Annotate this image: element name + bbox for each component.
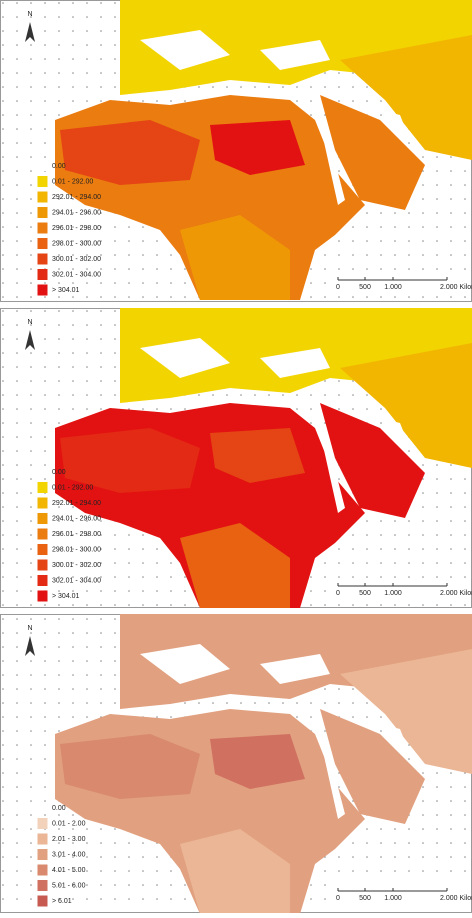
legend-swatch	[38, 819, 47, 829]
north-label: N	[27, 11, 32, 18]
legend-label: 0.01 - 292.00	[52, 178, 93, 185]
legend-label: 0.01 - 292.00	[52, 484, 93, 491]
page: {"panels": [ {"north": "N", "legend": [ …	[0, 0, 472, 913]
legend-swatch	[38, 208, 47, 218]
legend-label: 298.01 - 300.00	[52, 240, 101, 247]
scale-label: 0	[336, 284, 340, 291]
scale-label: 0	[336, 590, 340, 597]
legend-swatch	[38, 850, 47, 860]
scale-label: 1.000	[384, 895, 402, 902]
map-panel: N 0.00 0.01 - 2.00 2.01 - 3.00 3.01 - 4.00 4.…	[1, 614, 472, 913]
legend-label: 294.01 - 296.00	[52, 515, 101, 522]
legend-swatch	[38, 576, 47, 586]
legend-label: 294.01 - 296.00	[52, 209, 101, 216]
legend-label: 292.01 - 294.00	[52, 194, 101, 201]
scale-label: 1.000	[384, 284, 402, 291]
legend-label: 296.01 - 298.00	[52, 225, 101, 232]
legend-swatch	[38, 177, 47, 187]
legend-label: > 304.01	[52, 287, 80, 294]
legend-label: 2.01 - 3.00	[52, 836, 86, 843]
legend-swatch	[38, 498, 47, 508]
north-label: N	[27, 319, 32, 326]
legend-label: 296.01 - 298.00	[52, 531, 101, 538]
scale-label: 500	[359, 590, 371, 597]
legend-label: 300.01 - 302.00	[52, 256, 101, 263]
scale-label: 2.000 Kilometer	[440, 284, 472, 291]
scale-label: 500	[359, 895, 371, 902]
legend-label: 0.01 - 2.00	[52, 820, 86, 827]
legend-swatch	[38, 254, 47, 264]
legend-swatch	[38, 865, 47, 875]
legend-label: 302.01 - 304.00	[52, 577, 101, 584]
legend-swatch	[38, 514, 47, 524]
legend-swatch	[38, 239, 47, 249]
legend-swatch	[38, 803, 47, 813]
legend-label: 292.01 - 294.00	[52, 500, 101, 507]
map-figure: N 0.00 0.01 - 292.00 292.01 - 294.00 294.01 …	[0, 0, 472, 913]
north-label: N	[27, 625, 32, 632]
legend-swatch	[38, 161, 47, 171]
legend-swatch	[38, 834, 47, 844]
scale-label: 500	[359, 284, 371, 291]
legend-label: 0.00	[52, 805, 66, 812]
map-panel: N 0.00 0.01 - 292.00 292.01 - 294.00 294.01 …	[1, 308, 472, 608]
legend-label: 302.01 - 304.00	[52, 271, 101, 278]
legend-label: 298.01 - 300.00	[52, 546, 101, 553]
legend-label: 3.01 - 4.00	[52, 851, 86, 858]
map-panel: N 0.00 0.01 - 292.00 292.01 - 294.00 294.01 …	[1, 0, 472, 302]
legend-swatch	[38, 881, 47, 891]
scale-label: 1.000	[384, 590, 402, 597]
legend-swatch	[38, 529, 47, 539]
legend-swatch	[38, 270, 47, 280]
legend-label: 300.01 - 302.00	[52, 562, 101, 569]
legend-swatch	[38, 896, 47, 906]
scale-label: 2.000 Kilometer	[440, 590, 472, 597]
legend-label: 0.00	[52, 163, 66, 170]
legend-label: 0.00	[52, 469, 66, 476]
legend-swatch	[38, 545, 47, 555]
legend-label: > 6.01	[52, 898, 72, 905]
scale-label: 2.000 Kilometer	[440, 895, 472, 902]
legend-label: > 304.01	[52, 593, 80, 600]
scale-label: 0	[336, 895, 340, 902]
legend-swatch	[38, 467, 47, 477]
legend-swatch	[38, 483, 47, 493]
legend-label: 5.01 - 6.00	[52, 882, 86, 889]
legend-swatch	[38, 192, 47, 202]
legend-swatch	[38, 223, 47, 233]
legend-swatch	[38, 285, 47, 295]
legend-swatch	[38, 591, 47, 601]
legend-swatch	[38, 560, 47, 570]
legend-label: 4.01 - 5.00	[52, 867, 86, 874]
